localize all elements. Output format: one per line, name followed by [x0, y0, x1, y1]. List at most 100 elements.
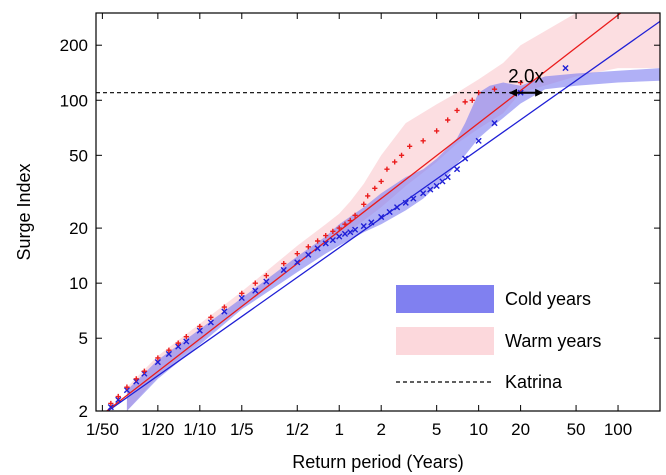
x-tick-label: 10 — [469, 420, 488, 439]
ratio-annotation: 2.0x — [508, 67, 544, 88]
warm-point — [330, 228, 336, 234]
warm-point — [365, 193, 371, 199]
cold-point — [221, 308, 228, 315]
warm-point — [384, 166, 390, 172]
warm-point — [352, 212, 358, 218]
warm-point — [491, 86, 498, 92]
warm-point — [124, 384, 130, 390]
cold-point — [280, 266, 287, 274]
legend-item-warm-years: Warm years — [396, 327, 601, 355]
cold-point — [336, 233, 343, 240]
cold-point — [439, 178, 446, 185]
y-tick-label: 10 — [69, 274, 88, 293]
legend-swatch — [396, 285, 494, 313]
cold-point — [420, 190, 427, 197]
warm-point — [166, 347, 172, 353]
y-tick-label: 100 — [60, 91, 88, 110]
warm-fit-line — [105, 13, 622, 411]
cold-point — [252, 287, 259, 294]
x-tick-label: 1 — [334, 420, 343, 439]
warm-point — [133, 376, 139, 382]
warm-points — [108, 79, 524, 407]
legend-label: Warm years — [505, 331, 601, 351]
warm-point — [197, 323, 203, 330]
cold-point — [360, 223, 367, 230]
cold-point — [165, 350, 172, 358]
cold-point — [378, 213, 385, 221]
x-tick-label: 20 — [511, 420, 530, 439]
warm-point — [155, 355, 161, 361]
cold-point — [314, 245, 321, 252]
warm-point — [239, 290, 245, 296]
warm-point — [378, 178, 384, 185]
y-tick-label: 20 — [69, 219, 88, 238]
warm-point — [183, 334, 189, 340]
cold-point — [410, 195, 417, 202]
warm-point — [517, 79, 524, 86]
x-tick-label: 1/20 — [141, 420, 174, 439]
cold-point — [196, 327, 203, 334]
legend-swatch — [396, 327, 494, 355]
warm-point — [392, 159, 398, 165]
warm-point — [221, 304, 227, 310]
x-tick-label: 1/50 — [86, 420, 119, 439]
uncertainty-bands — [126, 13, 660, 411]
cold-point — [427, 186, 434, 193]
cold-point — [329, 236, 336, 244]
cold-point — [386, 208, 393, 216]
cold-point — [433, 182, 440, 190]
cold-point — [352, 226, 359, 233]
warm-point — [469, 97, 475, 103]
warm-point — [208, 314, 214, 320]
warm-point — [252, 280, 258, 286]
warm-point — [336, 225, 342, 231]
y-axis: 2 5 10 20 50 100 200 — [60, 36, 660, 421]
cold-point — [123, 387, 131, 394]
plot-frame — [95, 12, 661, 412]
legend-label: Cold years — [505, 289, 591, 309]
warm-point — [323, 232, 329, 239]
cold-years-band — [126, 68, 660, 411]
cold-point — [368, 219, 375, 226]
y-tick-label: 2 — [79, 402, 88, 421]
cold-point — [154, 359, 161, 366]
y-tick-label: 200 — [60, 36, 88, 55]
warm-point — [175, 340, 181, 346]
warm-point — [263, 272, 269, 279]
warm-point — [294, 251, 300, 257]
warm-point — [281, 260, 287, 267]
cold-points — [107, 64, 569, 411]
warm-point — [454, 107, 460, 114]
warm-point — [315, 238, 321, 244]
warm-point — [141, 368, 147, 374]
cold-point — [475, 137, 482, 144]
x-tick-label: 100 — [604, 420, 632, 439]
warm-point — [372, 185, 378, 191]
cold-point — [238, 294, 245, 302]
x-tick-label: 1/10 — [183, 420, 216, 439]
cold-point — [491, 120, 498, 127]
cold-point — [453, 166, 461, 173]
x-axis-title: Return period (Years) — [292, 452, 463, 472]
cold-point — [305, 251, 312, 258]
cold-point — [347, 229, 354, 236]
cold-fit-line — [106, 20, 660, 411]
warm-point — [407, 143, 413, 149]
warm-point — [115, 393, 121, 400]
warm-point — [305, 244, 311, 250]
warm-point — [342, 221, 348, 227]
cold-point — [562, 64, 569, 72]
y-axis-title: Surge Index — [14, 163, 34, 260]
warm-point — [108, 400, 114, 407]
y-tick-label: 5 — [79, 329, 88, 348]
cold-point — [175, 343, 182, 350]
legend-label: Katrina — [505, 372, 563, 392]
cold-point — [107, 404, 114, 411]
cold-point — [115, 396, 122, 403]
cold-point — [263, 278, 270, 285]
warm-point — [361, 201, 367, 207]
x-tick-label: 2 — [376, 420, 385, 439]
cold-point — [462, 155, 469, 162]
legend: Cold years Warm years Katrina — [396, 285, 601, 392]
